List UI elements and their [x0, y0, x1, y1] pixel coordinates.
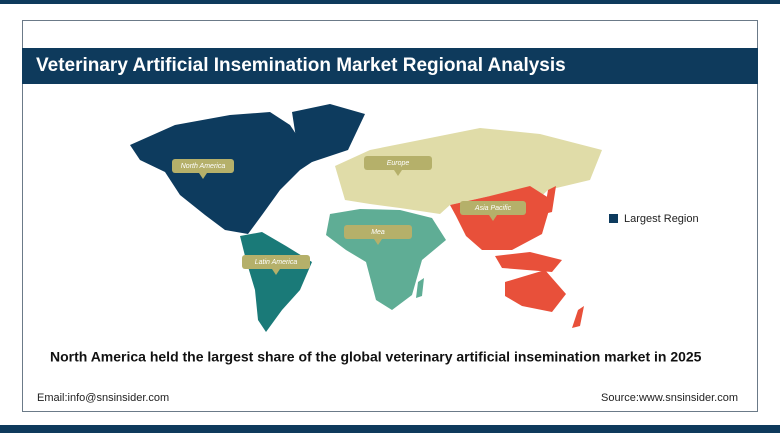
bottom-bar — [0, 425, 780, 433]
caption: North America held the largest share of … — [50, 349, 702, 365]
title-bar — [22, 48, 758, 84]
australia — [505, 270, 566, 312]
region-label: North America — [181, 163, 226, 170]
callout-box — [172, 159, 234, 173]
region-label: Europe — [387, 160, 410, 167]
new-zealand — [572, 306, 584, 328]
callout: Latin America — [242, 255, 310, 275]
footer-email: Email:info@snsinsider.com — [37, 392, 169, 404]
callout: Mea — [344, 225, 412, 245]
callout-box — [344, 225, 412, 239]
callout-pointer — [489, 215, 497, 221]
legend-label: Largest Region — [624, 213, 699, 225]
southeast-asia — [495, 252, 562, 272]
region-label: Asia Pacific — [474, 205, 512, 212]
callout-box — [242, 255, 310, 269]
title: Veterinary Artificial Insemination Marke… — [36, 55, 566, 76]
legend-swatch — [609, 214, 618, 223]
japan — [544, 186, 556, 214]
greenland — [292, 104, 365, 162]
callout-box — [460, 201, 526, 215]
top-bar — [0, 0, 780, 4]
footer-source: Source:www.snsinsider.com — [601, 392, 738, 404]
region-label: Latin America — [255, 259, 298, 266]
callout-box — [364, 156, 432, 170]
madagascar — [416, 278, 424, 298]
callout-pointer — [394, 170, 402, 176]
callout-pointer — [199, 173, 207, 179]
callout-pointer — [374, 239, 382, 245]
callout: Asia Pacific — [460, 201, 526, 221]
callout: North America — [172, 159, 234, 179]
callout: Europe — [364, 156, 432, 176]
region-label: Mea — [371, 229, 385, 236]
world-map: North America Europe Asia Pacific Mea La… — [130, 104, 602, 332]
callout-pointer — [272, 269, 280, 275]
